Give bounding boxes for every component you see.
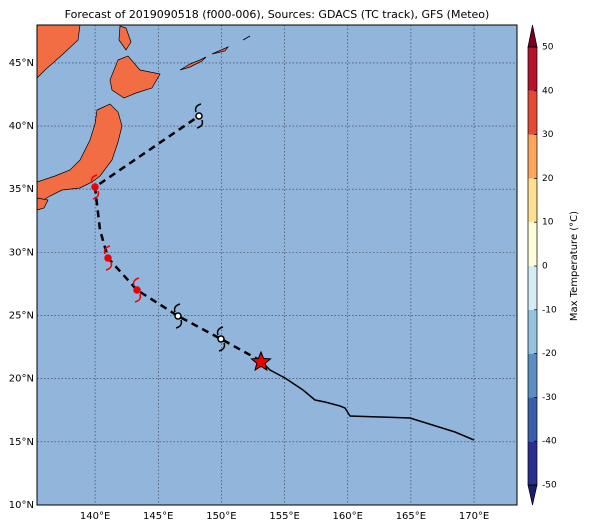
lon-label: 160°E: [333, 511, 363, 522]
lat-label: 10°N: [9, 500, 34, 511]
lon-label: 155°E: [269, 511, 299, 522]
lat-label: 30°N: [9, 247, 34, 258]
over-arrow: [527, 24, 538, 48]
lat-label: 35°N: [9, 184, 34, 195]
under-arrow: [527, 484, 538, 506]
colorbar-tick-label: 20: [542, 174, 554, 184]
colorbar-tick-label: 10: [542, 218, 554, 228]
lon-label: 140°E: [80, 511, 110, 522]
color-band: [528, 222, 537, 266]
honshu: [36, 103, 123, 203]
storm-icon: [194, 103, 204, 129]
forecast-track: [93, 114, 262, 363]
colorbar-tick-label: 30: [542, 130, 554, 140]
storm-icon: [216, 326, 226, 352]
storm-icon: [90, 174, 100, 200]
map-frame: [36, 24, 518, 506]
storm-icon: [132, 277, 142, 303]
observed-track: [260, 360, 475, 441]
ocean: [37, 25, 517, 505]
track: [90, 103, 475, 441]
colorbar-tick-label: -20: [542, 349, 557, 359]
hokkaido: [109, 55, 161, 99]
colorbar-tick-label: 0: [542, 262, 548, 272]
color-band: [528, 90, 537, 135]
colorbar: -50 -40 -30 -20 -10 0 10 20 30 40 50: [527, 24, 557, 506]
color-band: [528, 353, 537, 398]
title: Forecast of 2019090518 (f000-006), Sourc…: [65, 8, 490, 21]
lat-label: 45°N: [9, 58, 34, 69]
lon-label: 170°E: [459, 511, 489, 522]
lon-label: 145°E: [143, 511, 173, 522]
kurils: [179, 46, 230, 71]
lon-label: 150°E: [206, 511, 236, 522]
lat-label: 15°N: [9, 437, 34, 448]
color-band: [528, 266, 537, 310]
storm-icon: [103, 245, 113, 271]
colorbar-tick-label: -50: [542, 481, 557, 491]
lon-label: 165°E: [396, 511, 426, 522]
colorbar-tick-label: -10: [542, 305, 557, 315]
current-position: [250, 350, 272, 372]
colorbar-tick-label: -40: [542, 437, 557, 447]
land: [36, 24, 251, 211]
color-band: [528, 47, 537, 91]
storm-icons: [90, 103, 226, 352]
colorbar-label: Max Temperature (°C): [569, 211, 580, 321]
lat-label: 25°N: [9, 311, 34, 322]
lat-label: 20°N: [9, 374, 34, 385]
islet: [242, 35, 251, 41]
color-band: [528, 309, 537, 354]
colorbar-tick-label: 50: [542, 43, 554, 53]
colorbar-tick-label: 40: [542, 86, 554, 96]
color-band: [528, 134, 537, 179]
color-band: [528, 397, 537, 442]
colorbar-tick-label: -30: [542, 393, 557, 403]
lat-label: 40°N: [9, 121, 34, 132]
storm-icon: [173, 303, 183, 329]
sakhalin: [118, 25, 132, 51]
color-band: [528, 441, 537, 485]
color-band: [528, 178, 537, 223]
